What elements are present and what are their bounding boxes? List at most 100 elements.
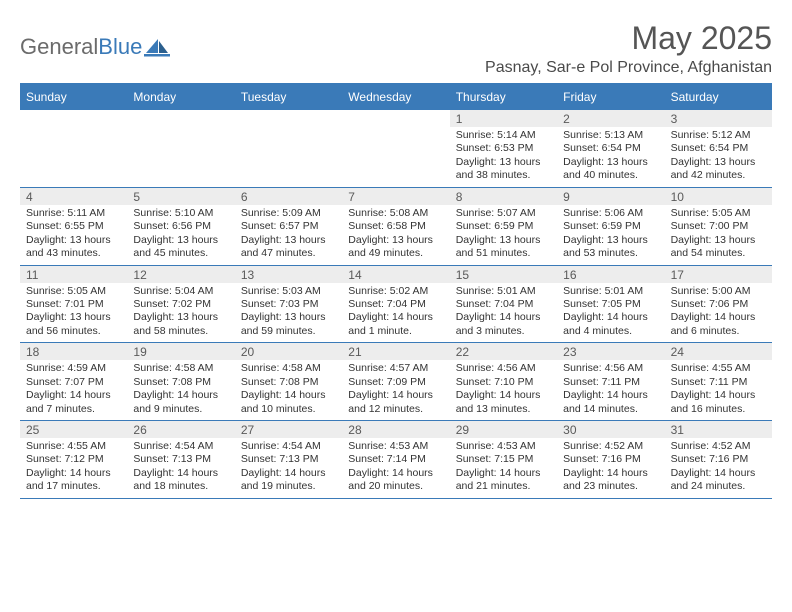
day-line: Sunrise: 5:10 AM [133, 207, 228, 220]
day-line: and 51 minutes. [456, 247, 551, 260]
day-cell: 25Sunrise: 4:55 AMSunset: 7:12 PMDayligh… [20, 421, 127, 498]
day-cell: 21Sunrise: 4:57 AMSunset: 7:09 PMDayligh… [342, 343, 449, 420]
day-line: Sunrise: 5:04 AM [133, 285, 228, 298]
day-line: and 21 minutes. [456, 480, 551, 493]
day-number: 25 [20, 421, 127, 438]
calendar-page: GeneralBlue May 2025 Pasnay, Sar-e Pol P… [0, 0, 792, 507]
day-body: Sunrise: 5:01 AMSunset: 7:05 PMDaylight:… [557, 283, 664, 343]
day-line: Sunset: 7:11 PM [671, 376, 766, 389]
day-number: 27 [235, 421, 342, 438]
day-line: and 10 minutes. [241, 403, 336, 416]
day-body: Sunrise: 5:05 AMSunset: 7:01 PMDaylight:… [20, 283, 127, 343]
day-cell: 27Sunrise: 4:54 AMSunset: 7:13 PMDayligh… [235, 421, 342, 498]
day-header-sat: Saturday [665, 85, 772, 109]
day-body: Sunrise: 5:08 AMSunset: 6:58 PMDaylight:… [342, 205, 449, 265]
day-cell: 23Sunrise: 4:56 AMSunset: 7:11 PMDayligh… [557, 343, 664, 420]
day-line: Sunrise: 4:53 AM [456, 440, 551, 453]
day-line: Daylight: 14 hours [671, 389, 766, 402]
day-line: and 12 minutes. [348, 403, 443, 416]
day-line: Sunrise: 5:01 AM [456, 285, 551, 298]
day-line: Sunrise: 5:06 AM [563, 207, 658, 220]
day-number: 23 [557, 343, 664, 360]
day-line: Daylight: 14 hours [671, 467, 766, 480]
day-line: Daylight: 13 hours [26, 234, 121, 247]
day-number: 2 [557, 110, 664, 127]
weeks-container: 1Sunrise: 5:14 AMSunset: 6:53 PMDaylight… [20, 109, 772, 498]
day-line: Sunrise: 5:12 AM [671, 129, 766, 142]
day-body: Sunrise: 5:03 AMSunset: 7:03 PMDaylight:… [235, 283, 342, 343]
day-line: and 3 minutes. [456, 325, 551, 338]
day-cell: 18Sunrise: 4:59 AMSunset: 7:07 PMDayligh… [20, 343, 127, 420]
day-line: Sunset: 6:56 PM [133, 220, 228, 233]
day-body: Sunrise: 4:54 AMSunset: 7:13 PMDaylight:… [127, 438, 234, 498]
day-line: Sunset: 7:01 PM [26, 298, 121, 311]
day-line: Sunset: 7:05 PM [563, 298, 658, 311]
day-line: Sunset: 7:13 PM [133, 453, 228, 466]
day-line: Sunset: 7:04 PM [456, 298, 551, 311]
day-cell: 5Sunrise: 5:10 AMSunset: 6:56 PMDaylight… [127, 188, 234, 265]
day-number: 15 [450, 266, 557, 283]
day-header-wed: Wednesday [342, 85, 449, 109]
day-number: 16 [557, 266, 664, 283]
week-row: 4Sunrise: 5:11 AMSunset: 6:55 PMDaylight… [20, 187, 772, 265]
day-line: Daylight: 13 hours [456, 156, 551, 169]
day-line: and 9 minutes. [133, 403, 228, 416]
day-line: and 16 minutes. [671, 403, 766, 416]
day-number: 6 [235, 188, 342, 205]
day-line: Sunrise: 4:56 AM [563, 362, 658, 375]
day-line: and 18 minutes. [133, 480, 228, 493]
day-body: Sunrise: 4:58 AMSunset: 7:08 PMDaylight:… [235, 360, 342, 420]
day-cell: 14Sunrise: 5:02 AMSunset: 7:04 PMDayligh… [342, 266, 449, 343]
day-body: Sunrise: 5:09 AMSunset: 6:57 PMDaylight:… [235, 205, 342, 265]
day-number: 19 [127, 343, 234, 360]
day-line: Sunset: 7:07 PM [26, 376, 121, 389]
day-body: Sunrise: 5:00 AMSunset: 7:06 PMDaylight:… [665, 283, 772, 343]
day-line: Sunset: 7:08 PM [133, 376, 228, 389]
day-body: Sunrise: 5:07 AMSunset: 6:59 PMDaylight:… [450, 205, 557, 265]
day-cell: 2Sunrise: 5:13 AMSunset: 6:54 PMDaylight… [557, 110, 664, 187]
day-line: and 43 minutes. [26, 247, 121, 260]
day-line: Daylight: 13 hours [348, 234, 443, 247]
day-line: and 47 minutes. [241, 247, 336, 260]
day-cell: 16Sunrise: 5:01 AMSunset: 7:05 PMDayligh… [557, 266, 664, 343]
day-line: Sunrise: 4:54 AM [133, 440, 228, 453]
calendar-bottom-border [20, 498, 772, 499]
day-cell: 8Sunrise: 5:07 AMSunset: 6:59 PMDaylight… [450, 188, 557, 265]
day-line: Daylight: 14 hours [241, 467, 336, 480]
day-line: Sunset: 7:03 PM [241, 298, 336, 311]
day-line: Sunrise: 5:13 AM [563, 129, 658, 142]
day-number: 20 [235, 343, 342, 360]
day-line: Daylight: 13 hours [26, 311, 121, 324]
day-cell: 7Sunrise: 5:08 AMSunset: 6:58 PMDaylight… [342, 188, 449, 265]
day-cell: 24Sunrise: 4:55 AMSunset: 7:11 PMDayligh… [665, 343, 772, 420]
day-line: Daylight: 13 hours [133, 234, 228, 247]
day-line: and 14 minutes. [563, 403, 658, 416]
day-line: and 49 minutes. [348, 247, 443, 260]
day-number: 29 [450, 421, 557, 438]
day-cell: 31Sunrise: 4:52 AMSunset: 7:16 PMDayligh… [665, 421, 772, 498]
day-line: Daylight: 14 hours [348, 389, 443, 402]
day-number: 24 [665, 343, 772, 360]
day-cell: 13Sunrise: 5:03 AMSunset: 7:03 PMDayligh… [235, 266, 342, 343]
day-cell: 15Sunrise: 5:01 AMSunset: 7:04 PMDayligh… [450, 266, 557, 343]
day-line: and 4 minutes. [563, 325, 658, 338]
day-line: Sunset: 7:08 PM [241, 376, 336, 389]
day-body: Sunrise: 5:02 AMSunset: 7:04 PMDaylight:… [342, 283, 449, 343]
day-line: and 38 minutes. [456, 169, 551, 182]
day-number: 8 [450, 188, 557, 205]
day-body: Sunrise: 4:53 AMSunset: 7:15 PMDaylight:… [450, 438, 557, 498]
calendar-grid: Sunday Monday Tuesday Wednesday Thursday… [20, 83, 772, 499]
brand-general: General [20, 34, 98, 60]
day-line: Sunrise: 5:03 AM [241, 285, 336, 298]
day-line: Daylight: 14 hours [563, 389, 658, 402]
day-line: Daylight: 14 hours [456, 467, 551, 480]
day-line: and 56 minutes. [26, 325, 121, 338]
day-body: Sunrise: 4:56 AMSunset: 7:11 PMDaylight:… [557, 360, 664, 420]
day-cell: 1Sunrise: 5:14 AMSunset: 6:53 PMDaylight… [450, 110, 557, 187]
day-line: and 6 minutes. [671, 325, 766, 338]
day-line: and 19 minutes. [241, 480, 336, 493]
day-number: 21 [342, 343, 449, 360]
day-line: Sunset: 7:14 PM [348, 453, 443, 466]
day-line: Sunset: 7:16 PM [563, 453, 658, 466]
day-line: Sunset: 7:11 PM [563, 376, 658, 389]
